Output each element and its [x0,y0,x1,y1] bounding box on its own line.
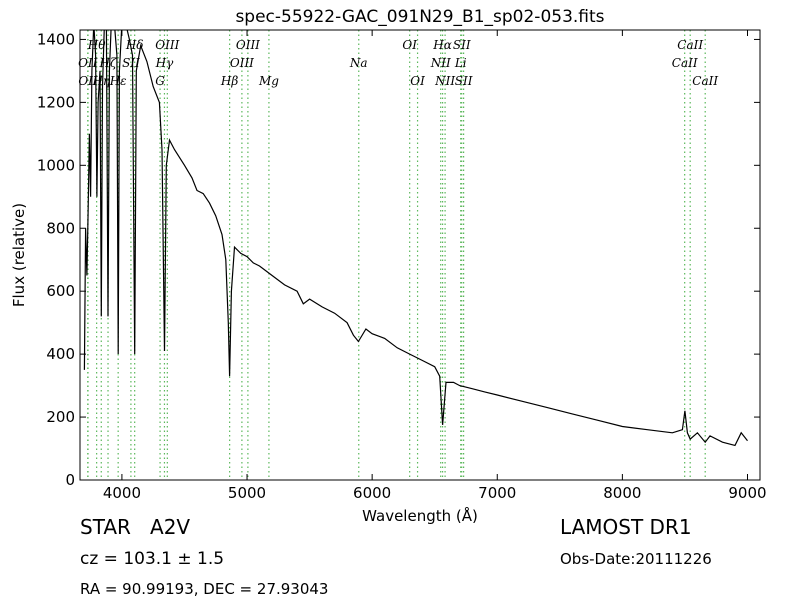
spectral-line-label: Hγ [155,56,174,70]
spectral-line-label: SII [122,56,140,70]
spectral-line-label: OIII [155,38,179,52]
spectral-line-label: OII [78,56,98,70]
spectral-line-label: OI [402,38,417,52]
spectral-line-label: CaII [677,38,703,52]
spectral-line-label: Li [454,56,467,70]
spectral-line-label: OIII [230,56,254,70]
spectral-line-label: Hη [91,74,110,88]
y-axis-label: Flux (relative) [10,203,28,307]
y-tick-label: 600 [46,282,75,300]
x-axis-label: Wavelength (Å) [362,506,478,525]
spectral-line-label: Hθ [87,38,106,52]
plot [83,30,748,480]
spectral-line-label: Hδ [125,38,144,52]
spectral-line-label: OIII [236,38,260,52]
y-tick-label: 200 [46,408,75,426]
spectral-line-label: NII [434,74,455,88]
x-tick-label: 5000 [228,484,266,502]
x-tick-label: 7000 [478,484,516,502]
x-tick-label: 6000 [353,484,391,502]
spectral-line-label: Na [349,56,368,70]
spectral-line-label: Mg [258,74,279,88]
spectral-line-label: Hα [432,38,452,52]
spectral-line-label: SII [453,38,471,52]
y-tick-label: 800 [46,219,75,237]
spectral-line-label: OI [410,74,425,88]
spectral-line-label: Hζ [99,56,118,70]
spectral-line-label: OII [78,74,98,88]
spectral-line-label: NII [430,56,451,70]
y-tick-label: 1000 [37,156,75,174]
spectral-line-label: Hε [109,74,127,88]
chart-title: spec-55922-GAC_091N29_B1_sp02-053.fits [235,7,604,27]
class-label: STAR A2V [80,515,190,539]
date-label: Obs-Date:20111226 [560,550,712,568]
spectral-line-label: G [155,74,165,88]
y-tick-label: 1200 [37,93,75,111]
survey-label: LAMOST DR1 [560,515,692,539]
cz-label: cz = 103.1 ± 1.5 [80,549,224,569]
coords-label: RA = 90.99193, DEC = 27.93043 [80,580,328,598]
y-tick-label: 400 [46,345,75,363]
x-tick-label: 4000 [103,484,141,502]
spectral-line-label: CaII [672,56,698,70]
spectral-line-label: Hβ [220,74,238,88]
frame [79,29,761,481]
y-tick-label: 1400 [37,30,75,48]
spectral-line-label: SII [455,74,473,88]
x-tick-label: 9000 [728,484,766,502]
spectral-line-label: CaII [692,74,718,88]
spectrum [83,30,748,447]
x-tick-label: 8000 [603,484,641,502]
y-tick-label: 0 [65,471,75,489]
